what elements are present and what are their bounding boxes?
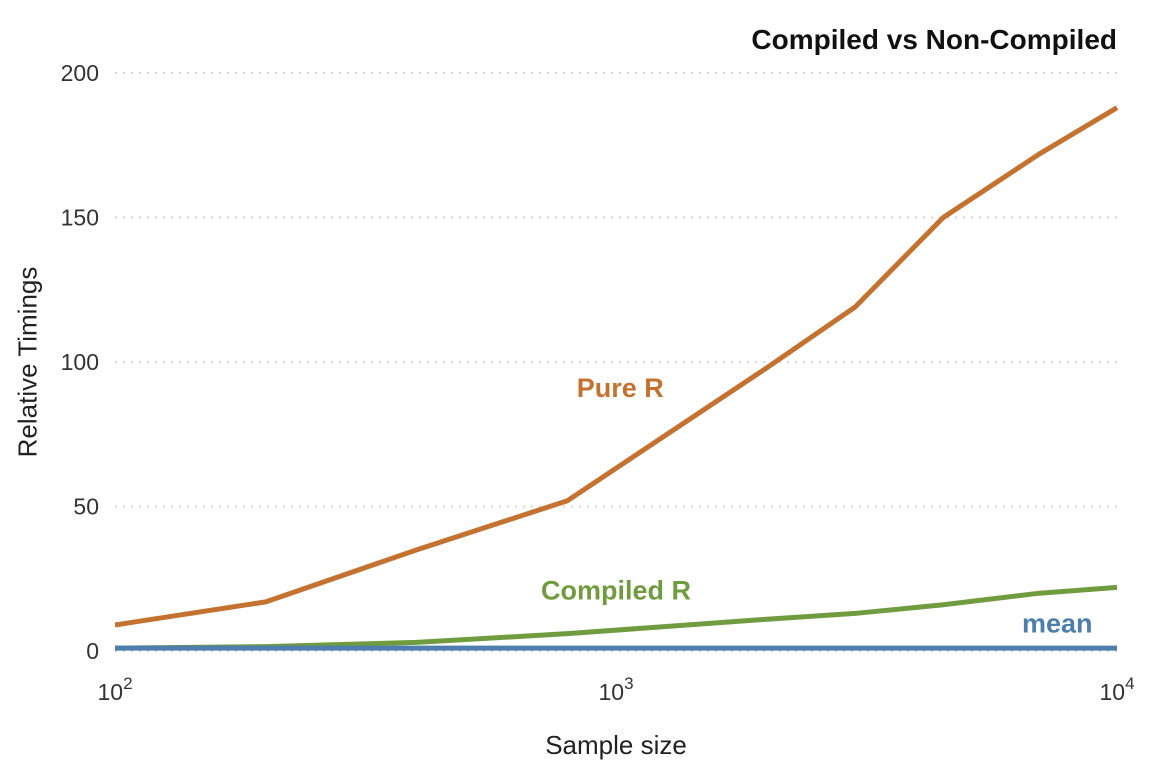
y-tick-label-150: 150 xyxy=(61,205,99,231)
series-label-pure-r: Pure R xyxy=(577,373,664,403)
series-label-compiled-r: Compiled R xyxy=(541,575,691,605)
series-line-compiled-r xyxy=(114,584,1118,651)
series-line-pure-r xyxy=(114,105,1119,628)
series-label-mean: mean xyxy=(1022,609,1093,639)
x-tick-label-10e2: 102 xyxy=(97,674,132,705)
y-tick-label-200: 200 xyxy=(61,60,99,86)
x-tick-label-10e4: 104 xyxy=(1099,674,1134,705)
chart-title: Compiled vs Non-Compiled xyxy=(751,24,1117,55)
y-tick-label-0: 0 xyxy=(86,638,99,664)
y-tick-label-100: 100 xyxy=(61,349,99,375)
x-tick-label-10e3: 103 xyxy=(598,674,633,705)
y-tick-label-50: 50 xyxy=(73,494,99,520)
x-axis-title: Sample size xyxy=(545,730,687,760)
